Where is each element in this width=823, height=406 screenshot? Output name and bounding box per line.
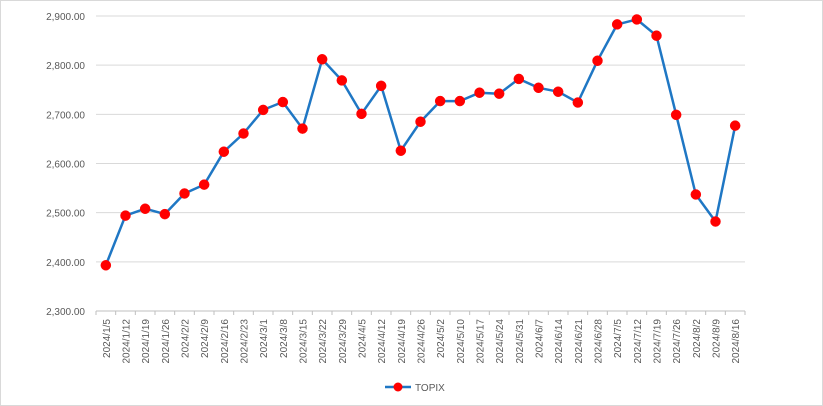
x-tick-label: 2024/2/23	[240, 319, 251, 364]
data-point	[631, 14, 643, 25]
x-tick-label: 2024/7/26	[672, 319, 683, 364]
x-tick-label: 2024/3/29	[338, 319, 349, 364]
x-tick-label: 2024/1/26	[161, 319, 172, 364]
data-point	[690, 189, 702, 200]
data-point	[395, 145, 407, 156]
x-tick-label: 2024/5/31	[515, 319, 526, 364]
x-tick-label: 2024/7/5	[613, 319, 624, 358]
x-tick-label: 2024/5/24	[495, 319, 506, 364]
data-point	[513, 73, 525, 85]
data-point	[356, 108, 367, 120]
x-tick-label: 2024/5/2	[436, 319, 447, 358]
data-point	[434, 95, 446, 107]
data-point	[454, 95, 466, 107]
x-tick-label: 2024/4/5	[358, 319, 369, 358]
data-point	[159, 208, 171, 220]
data-point	[572, 97, 584, 108]
data-point	[375, 80, 387, 92]
data-point	[218, 146, 230, 157]
y-tick-label: 2,600.00	[46, 160, 85, 171]
data-point	[729, 120, 741, 131]
y-tick-label: 2,400.00	[46, 258, 85, 269]
series-line-topix	[104, 18, 737, 266]
data-point	[611, 19, 623, 30]
data-point	[651, 30, 662, 41]
x-tick-label: 2024/2/9	[200, 319, 211, 358]
x-tick-label: 2024/3/22	[318, 319, 329, 364]
data-point	[198, 179, 210, 190]
data-point	[139, 203, 151, 214]
x-tick-label: 2024/8/9	[712, 319, 723, 358]
series-layer	[100, 14, 741, 271]
x-tick-label: 2024/5/17	[476, 319, 487, 364]
x-tick-label: 2024/3/15	[299, 319, 310, 364]
x-tick-label: 2024/6/21	[574, 319, 585, 364]
data-point	[277, 96, 289, 108]
y-tick-label: 2,900.00	[46, 12, 85, 23]
x-tick-label: 2024/4/19	[397, 319, 408, 364]
gridlines	[95, 15, 746, 315]
y-tick-label: 2,800.00	[46, 61, 85, 72]
legend-label-topix: TOPIX	[415, 383, 445, 394]
data-point	[100, 260, 112, 271]
x-tick-label: 2024/1/19	[141, 319, 152, 364]
y-axis-ticks: 2,300.00 2,400.00 2,500.00 2,600.00 2,700.00…	[46, 12, 85, 318]
y-tick-label: 2,700.00	[46, 110, 85, 121]
data-point	[552, 86, 564, 97]
data-point	[474, 87, 485, 98]
data-point	[710, 216, 721, 227]
y-tick-label: 2,500.00	[46, 209, 85, 220]
x-tick-label: 2024/6/14	[554, 319, 565, 364]
data-point	[493, 88, 505, 99]
x-axis-ticks: 2024/1/5 2024/1/12 2024/1/19 2024/1/26 2024/…	[102, 319, 742, 364]
x-tick-label: 2024/6/7	[535, 319, 546, 358]
x-tick-label: 2024/4/12	[377, 319, 388, 364]
data-point	[336, 75, 348, 86]
data-point	[179, 188, 190, 199]
x-tick-label: 2024/7/12	[633, 319, 644, 364]
x-tick-label: 2024/7/19	[653, 319, 664, 364]
data-point	[533, 82, 544, 94]
data-point	[238, 128, 249, 139]
data-point	[120, 210, 131, 221]
x-tick-label: 2024/8/2	[692, 319, 703, 358]
x-tick-label: 2024/6/28	[594, 319, 605, 364]
x-tick-label: 2024/3/1	[259, 319, 270, 358]
x-tick-label: 2024/4/26	[417, 319, 428, 364]
data-point	[592, 55, 603, 66]
x-tick-label: 2024/1/12	[122, 319, 133, 364]
x-tick-label: 2024/5/10	[456, 319, 467, 364]
legend: TOPIX	[385, 382, 445, 394]
x-tick-label: 2024/2/16	[220, 319, 231, 364]
x-tick-label: 2024/2/2	[181, 319, 192, 358]
x-tick-label: 2024/3/8	[279, 319, 290, 358]
data-point	[316, 54, 328, 65]
data-point	[415, 116, 426, 127]
y-tick-label: 2,300.00	[46, 307, 85, 318]
x-tick-label: 2024/1/5	[102, 319, 113, 358]
data-point	[257, 104, 269, 116]
legend-marker-swatch	[393, 382, 403, 392]
data-point	[297, 123, 308, 134]
data-point	[670, 109, 682, 121]
x-tick-label: 2024/8/16	[731, 319, 742, 364]
